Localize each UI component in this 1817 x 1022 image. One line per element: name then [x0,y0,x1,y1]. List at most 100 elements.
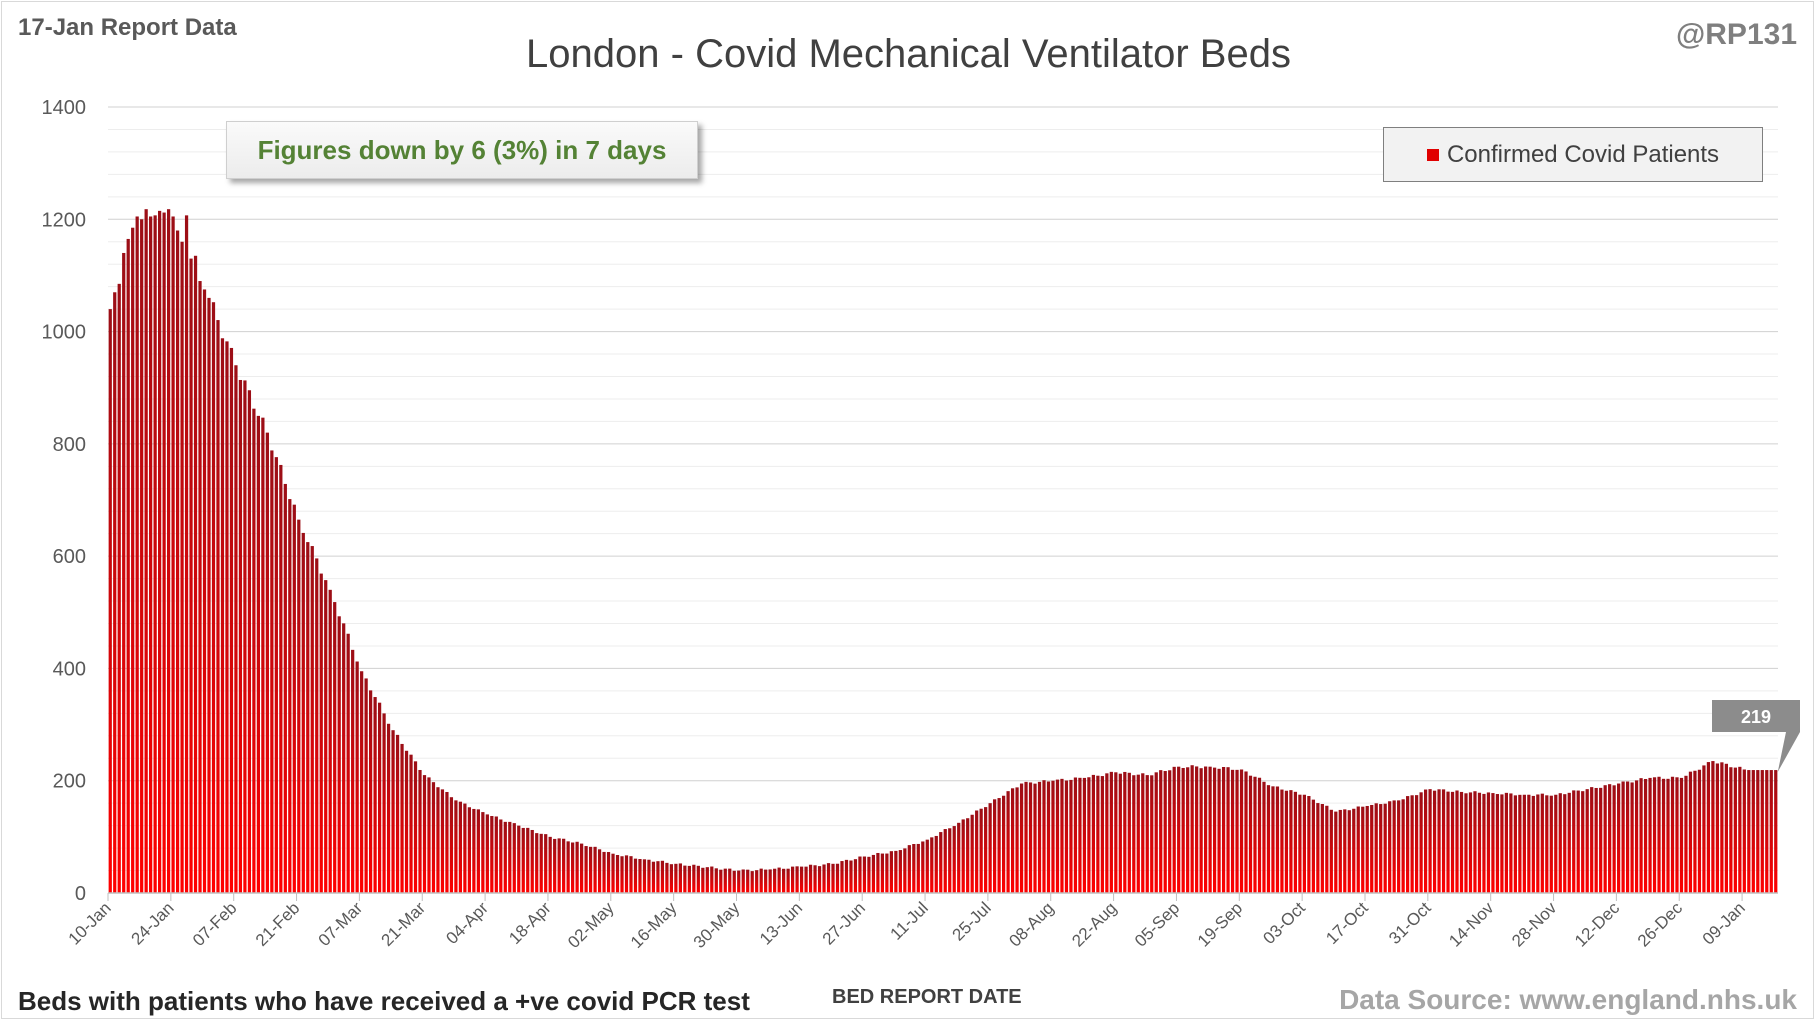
bar [1316,803,1320,893]
bar [1195,766,1199,893]
bar [1154,772,1158,893]
bar [1374,803,1378,893]
bar [1208,766,1212,893]
bar [1697,769,1702,893]
bar [1581,791,1585,893]
bar [562,838,566,893]
bar [1765,770,1769,893]
bar [1150,775,1154,893]
bar [279,464,283,893]
bar [454,800,458,893]
bar [1311,799,1315,893]
bar [1100,776,1104,893]
bar [252,408,256,893]
bar [400,743,404,893]
bar [1630,782,1634,893]
x-tick-label: 18-Apr [505,898,555,948]
bar [1455,790,1459,893]
bar [431,782,436,893]
report-date: 17-Jan Report Data [18,14,237,41]
bar [1091,774,1095,893]
x-tick-label: 24-Jan [127,898,177,948]
bar [1010,788,1015,893]
bar [1482,793,1486,893]
bar [270,450,274,893]
x-tick-label: 19-Sep [1194,898,1246,950]
bar [351,649,355,893]
bar [1706,762,1711,893]
y-tick-label: 0 [75,883,86,905]
bar [952,826,956,893]
bar [1280,789,1284,893]
bar [1239,769,1244,893]
bar [831,863,835,893]
x-tick-label: 07-Mar [315,898,367,950]
bar [966,818,970,893]
bar [1711,761,1715,893]
x-tick-label: 08-Aug [1005,898,1057,950]
bar [1033,783,1037,893]
bar [620,856,624,893]
bar [1190,765,1194,893]
bar [1212,767,1217,893]
bar [624,855,629,893]
bar [1558,793,1562,893]
bar [315,558,319,893]
bar [719,869,723,893]
bar [418,769,422,893]
bar [526,827,530,893]
bar [1594,787,1598,893]
bar [826,863,831,893]
bar [1275,786,1280,893]
bar [369,690,373,893]
x-tick-label: 09-Jan [1699,898,1749,948]
bar [817,866,822,893]
bar [1015,787,1019,893]
bar [364,678,368,893]
bar [1563,794,1567,893]
bar [876,852,880,893]
bar [184,215,189,894]
bar [1338,809,1342,893]
bar [898,850,902,893]
bar [234,365,238,893]
bar [544,834,548,893]
x-tick-label: 02-May [564,898,618,952]
bar [813,865,817,893]
bar [705,867,709,893]
bar [1397,800,1401,893]
bar [930,837,934,893]
bar [171,216,175,894]
bar [1513,795,1517,893]
bar [683,865,687,893]
bar [979,808,983,893]
gridlines [108,106,1778,894]
bar [1441,789,1446,893]
bar [180,241,184,894]
y-axis: 0 200 400 600 800 1000 1200 1400 [42,97,87,905]
bar [1702,765,1706,893]
last-value-label-box [1712,700,1800,772]
bar [1415,795,1419,893]
bar [243,380,247,893]
bar [1343,809,1347,893]
change-callout-text: Figures down by 6 (3%) in 7 days [257,134,667,165]
bar [943,829,947,893]
bar [651,861,656,893]
bar [530,829,534,893]
bar [1612,785,1616,893]
bar [1087,777,1091,893]
bar [1522,794,1526,893]
bar [880,853,885,893]
last-value-label: 219 [1712,700,1800,772]
bar [238,379,243,893]
bar [997,798,1001,893]
bar [755,870,759,893]
bar [1159,770,1163,893]
bar [853,859,858,893]
bar [1141,773,1145,893]
bar [1531,795,1535,893]
bar [1549,795,1553,893]
bar [1379,804,1383,893]
bar [131,227,135,893]
